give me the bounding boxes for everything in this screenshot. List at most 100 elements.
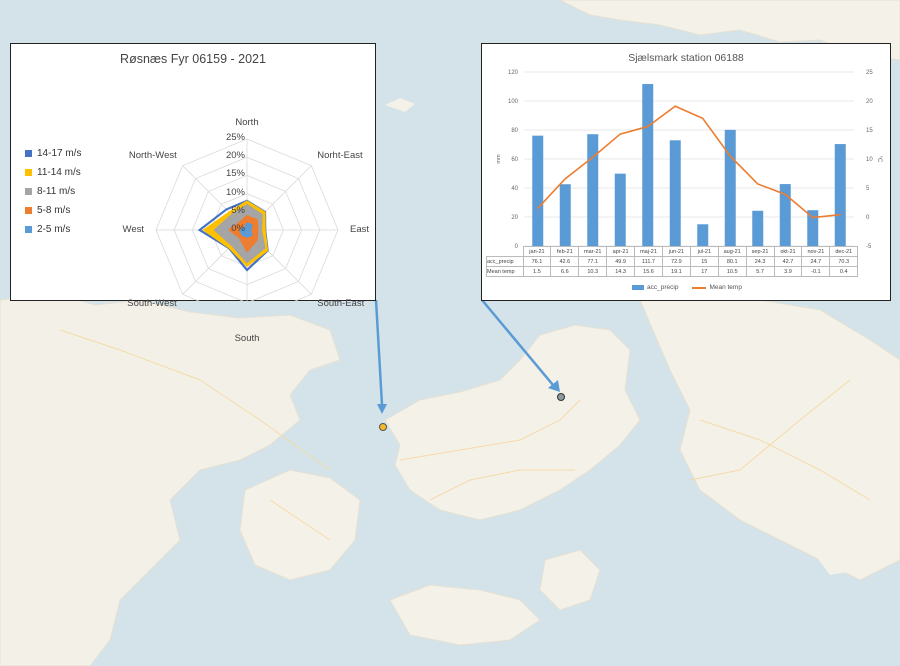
table-value-cell: 10.3: [578, 266, 608, 277]
point-mean-temp: [564, 178, 566, 180]
legend-swatch-mean-temp: [692, 286, 707, 289]
point-mean-temp: [674, 105, 676, 107]
wind-rose-panel: Røsnæs Fyr 06159 - 2021 14-17 m/s 11-14 m…: [10, 43, 376, 344]
table-value-cell: 77.1: [578, 256, 608, 267]
table-category-cell: feb-21: [550, 246, 580, 257]
point-mean-temp: [592, 156, 594, 158]
table-value-cell: 10.5: [717, 266, 747, 277]
radar-tick-label: 5%: [231, 204, 245, 216]
table-value-cell: 3.9: [773, 266, 803, 277]
y-left-axis-label: mm: [496, 154, 502, 164]
bar-acc-precip: [779, 184, 791, 246]
table-category-cell: okt-21: [773, 246, 803, 257]
wind-rose-legend-item: 2-5 m/s: [25, 220, 81, 239]
radar-tick-label: 15%: [225, 168, 245, 180]
bar-acc-precip: [807, 210, 819, 246]
legend-swatch: [25, 188, 32, 195]
table-value-cell: 17: [689, 266, 719, 277]
bar-acc-precip: [752, 210, 764, 246]
road-network: [59, 329, 871, 541]
table-value-cell: -0.1: [801, 266, 831, 277]
y-left-tick-label: 60: [511, 157, 518, 163]
table-series-name: acc_precip: [486, 256, 524, 267]
radar-grid-ring: [173, 156, 321, 302]
table-category-cell: aug-21: [717, 246, 747, 257]
table-category-cell: mar-21: [578, 246, 608, 257]
bar-acc-precip: [697, 224, 709, 246]
point-mean-temp: [784, 193, 786, 195]
table-category-cell: nov-21: [801, 246, 831, 257]
table-value-cell: 15: [689, 256, 719, 267]
table-header-row: jan-21 feb-21 mar-21 apr-21 maj-21 jun-21 jul-…: [487, 246, 859, 257]
land-funen: [239, 469, 361, 581]
table-value-cell: 5.7: [745, 266, 775, 277]
table-category-cell: jan-21: [522, 246, 552, 257]
y-right-axis-label: °C: [876, 156, 882, 163]
climate-chart-title: Sjælsmark station 06188: [628, 52, 744, 64]
radar-grid-ring: [155, 138, 339, 302]
y-right-tick-label: 0: [866, 215, 870, 221]
y-right-tick-label: -5: [866, 244, 872, 250]
rosnaes-site-marker[interactable]: [379, 423, 387, 431]
wind-rose-legend-item: 14-17 m/s: [25, 144, 81, 163]
bar-acc-precip: [587, 134, 599, 246]
wind-rose-legend: 14-17 m/s 11-14 m/s 8-11 m/s 5-8 m/s 2-5 m/s: [25, 144, 81, 239]
land-falster: [539, 549, 601, 611]
radar-tick-label: 0%: [231, 223, 245, 234]
table-category-cell: jun-21: [661, 246, 691, 257]
y-left-tick-label: 80: [511, 128, 518, 134]
table-category-cell: dec-21: [829, 246, 859, 257]
table-value-cell: 49.9: [606, 256, 636, 267]
table-series-name: Mean temp: [486, 266, 524, 277]
radar-direction-label: East: [350, 224, 370, 235]
table-value-cell: 24.7: [801, 256, 831, 267]
point-mean-temp: [619, 133, 621, 135]
radar-tick-label: 20%: [225, 150, 245, 162]
radar-direction-label: Norht-East: [317, 149, 363, 161]
legend-swatch-acc-precip: [632, 285, 644, 290]
table-value-cell: 72.9: [661, 256, 691, 267]
bar-acc-precip: [724, 129, 736, 246]
wind-rose-title: Røsnæs Fyr 06159 - 2021: [120, 52, 266, 66]
bar-acc-precip: [669, 140, 681, 246]
radar-tick-label: 10%: [225, 186, 245, 198]
land-island-small: [385, 98, 415, 112]
line-mean-temp: [537, 105, 841, 219]
y-left-tick-label: 120: [508, 70, 519, 76]
table-value-cell: 15.6: [634, 266, 663, 277]
climate-chart: 0 20 40 60 80 100 120 -5 0 5 10 15 20 25 mm °C: [496, 70, 882, 250]
table-row: Mean temp 1.5 6.6 10.3 14.3 15.6 19.1 17 10.5 5.7…: [486, 266, 859, 277]
legend-label: 11-14 m/s: [37, 167, 81, 178]
table-value-cell: 24.3: [745, 256, 775, 267]
table-category-cell: sep-21: [745, 246, 775, 257]
table-value-cell: 76.1: [522, 256, 552, 267]
bar-acc-precip: [532, 135, 544, 246]
land-lolland: [389, 584, 541, 646]
pointer-arrow-rosnaes: [374, 299, 387, 414]
wind-rose-legend-item: 5-8 m/s: [25, 201, 81, 220]
climate-data-table: jan-21 feb-21 mar-21 apr-21 maj-21 jun-21 jul-…: [486, 246, 859, 277]
point-mean-temp: [537, 207, 539, 209]
table-value-cell: 42.6: [550, 256, 580, 267]
point-mean-temp: [702, 117, 704, 119]
point-mean-temp: [757, 183, 759, 185]
sjaelsmark-site-marker[interactable]: [557, 393, 565, 401]
legend-swatch: [25, 207, 32, 214]
wind-rose-chart: [155, 138, 339, 302]
climate-chart-panel: Sjælsmark station 06188 0 20 40 60 80 100 120-…: [481, 43, 891, 301]
legend-label: 14-17 m/s: [37, 148, 82, 159]
legend-label: 2-5 m/s: [37, 224, 71, 235]
table-category-cell: jul-21: [689, 246, 719, 257]
point-mean-temp: [812, 216, 814, 219]
y-left-tick-label: 0: [515, 244, 519, 250]
legend-swatch: [25, 226, 32, 233]
table-category-cell: apr-21: [606, 246, 636, 257]
legend-label: 8-11 m/s: [37, 186, 76, 197]
bar-acc-precip: [834, 144, 846, 246]
table-value-cell: 6.6: [550, 266, 580, 277]
land-north: [559, 0, 900, 61]
radar-direction-label: North-West: [128, 149, 177, 161]
y-left-tick-label: 40: [511, 186, 518, 192]
bar-acc-precip: [614, 173, 626, 246]
land-bornholm-edge: [815, 520, 870, 575]
